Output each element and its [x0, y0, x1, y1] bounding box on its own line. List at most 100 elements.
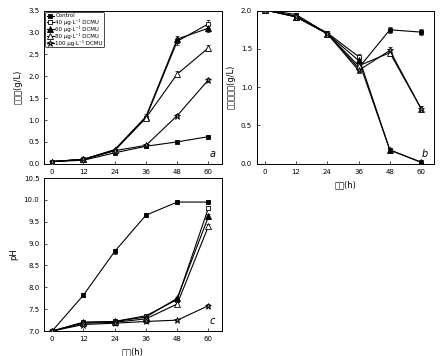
40 µg·L⁻¹ DCMU: [50, 159, 55, 164]
X-axis label: 时间(h): 时间(h): [122, 180, 144, 189]
60 µg·L⁻¹ DCMU: [143, 315, 148, 319]
Line: Control: Control: [50, 134, 211, 164]
80 µg·L⁻¹ DCMU: [81, 321, 86, 325]
100 µg·L⁻¹ DCMU: [387, 48, 392, 53]
100 µg·L⁻¹ DCMU: [262, 8, 268, 12]
Control: [112, 151, 117, 155]
60 µg·L⁻¹ DCMU: [81, 320, 86, 324]
Control: [325, 32, 330, 36]
X-axis label: 时间(h): 时间(h): [334, 180, 357, 189]
100 µg·L⁻¹ DCMU: [206, 78, 211, 82]
40 µg·L⁻¹ DCMU: [175, 298, 180, 302]
Y-axis label: 生物量(g/L): 生物量(g/L): [14, 70, 23, 104]
Control: [206, 200, 211, 204]
100 µg·L⁻¹ DCMU: [293, 15, 299, 19]
Y-axis label: pH: pH: [9, 248, 18, 261]
Line: 80 µg·L⁻¹ DCMU: 80 µg·L⁻¹ DCMU: [49, 223, 211, 334]
60 µg·L⁻¹ DCMU: [175, 37, 180, 41]
60 µg·L⁻¹ DCMU: [81, 157, 86, 162]
40 µg·L⁻¹ DCMU: [112, 148, 117, 153]
60 µg·L⁻¹ DCMU: [206, 26, 211, 30]
80 µg·L⁻¹ DCMU: [112, 148, 117, 152]
Control: [175, 140, 180, 144]
40 µg·L⁻¹ DCMU: [175, 39, 180, 43]
Control: [50, 159, 55, 164]
Control: [387, 28, 392, 32]
60 µg·L⁻¹ DCMU: [50, 159, 55, 164]
60 µg·L⁻¹ DCMU: [356, 58, 361, 63]
Control: [81, 293, 86, 297]
Control: [356, 66, 361, 70]
Line: 80 µg·L⁻¹ DCMU: 80 µg·L⁻¹ DCMU: [262, 7, 424, 111]
40 µg·L⁻¹ DCMU: [143, 314, 148, 318]
Control: [262, 8, 268, 12]
Control: [112, 249, 117, 253]
100 µg·L⁻¹ DCMU: [175, 318, 180, 322]
Line: 40 µg·L⁻¹ DCMU: 40 µg·L⁻¹ DCMU: [262, 7, 424, 165]
100 µg·L⁻¹ DCMU: [325, 32, 330, 36]
60 µg·L⁻¹ DCMU: [325, 32, 330, 36]
40 µg·L⁻¹ DCMU: [50, 329, 55, 333]
60 µg·L⁻¹ DCMU: [112, 319, 117, 324]
80 µg·L⁻¹ DCMU: [387, 51, 392, 55]
80 µg·L⁻¹ DCMU: [325, 32, 330, 36]
40 µg·L⁻¹ DCMU: [112, 319, 117, 324]
60 µg·L⁻¹ DCMU: [50, 329, 55, 333]
Control: [175, 200, 180, 204]
60 µg·L⁻¹ DCMU: [419, 160, 424, 164]
80 µg·L⁻¹ DCMU: [143, 317, 148, 321]
Control: [293, 12, 299, 17]
100 µg·L⁻¹ DCMU: [175, 114, 180, 118]
X-axis label: 时间(h): 时间(h): [122, 347, 144, 356]
100 µg·L⁻¹ DCMU: [419, 106, 424, 111]
100 µg·L⁻¹ DCMU: [112, 148, 117, 153]
Text: a: a: [209, 149, 215, 159]
40 µg·L⁻¹ DCMU: [81, 157, 86, 162]
40 µg·L⁻¹ DCMU: [293, 14, 299, 18]
100 µg·L⁻¹ DCMU: [81, 157, 86, 162]
100 µg·L⁻¹ DCMU: [50, 329, 55, 333]
Line: Control: Control: [262, 7, 424, 70]
Control: [143, 144, 148, 148]
80 µg·L⁻¹ DCMU: [50, 159, 55, 164]
40 µg·L⁻¹ DCMU: [262, 8, 268, 12]
Line: Control: Control: [50, 200, 211, 334]
Text: c: c: [209, 316, 214, 326]
100 µg·L⁻¹ DCMU: [143, 143, 148, 147]
60 µg·L⁻¹ DCMU: [262, 8, 268, 12]
60 µg·L⁻¹ DCMU: [293, 15, 299, 19]
80 µg·L⁻¹ DCMU: [356, 64, 361, 68]
80 µg·L⁻¹ DCMU: [293, 15, 299, 19]
60 µg·L⁻¹ DCMU: [112, 148, 117, 152]
80 µg·L⁻¹ DCMU: [419, 106, 424, 111]
40 µg·L⁻¹ DCMU: [206, 206, 211, 210]
Line: 60 µg·L⁻¹ DCMU: 60 µg·L⁻¹ DCMU: [49, 214, 211, 334]
60 µg·L⁻¹ DCMU: [206, 214, 211, 219]
40 µg·L⁻¹ DCMU: [356, 54, 361, 59]
40 µg·L⁻¹ DCMU: [206, 22, 211, 26]
Line: 80 µg·L⁻¹ DCMU: 80 µg·L⁻¹ DCMU: [49, 45, 211, 164]
80 µg·L⁻¹ DCMU: [112, 320, 117, 324]
100 µg·L⁻¹ DCMU: [81, 323, 86, 327]
100 µg·L⁻¹ DCMU: [143, 319, 148, 324]
Text: b: b: [422, 149, 428, 159]
Line: 100 µg·L⁻¹ DCMU: 100 µg·L⁻¹ DCMU: [49, 302, 212, 335]
100 µg·L⁻¹ DCMU: [356, 68, 361, 73]
80 µg·L⁻¹ DCMU: [50, 329, 55, 333]
60 µg·L⁻¹ DCMU: [175, 296, 180, 300]
Control: [419, 30, 424, 34]
60 µg·L⁻¹ DCMU: [387, 148, 392, 152]
60 µg·L⁻¹ DCMU: [143, 114, 148, 119]
100 µg·L⁻¹ DCMU: [50, 159, 55, 164]
Line: 60 µg·L⁻¹ DCMU: 60 µg·L⁻¹ DCMU: [262, 7, 424, 165]
Line: 100 µg·L⁻¹ DCMU: 100 µg·L⁻¹ DCMU: [49, 76, 212, 165]
80 µg·L⁻¹ DCMU: [175, 302, 180, 306]
40 µg·L⁻¹ DCMU: [419, 160, 424, 164]
80 µg·L⁻¹ DCMU: [206, 46, 211, 50]
Legend: Control, 40 µg·L⁻¹ DCMU, 60 µg·L⁻¹ DCMU, 80 µg·L⁻¹ DCMU, 100 µg·L⁻¹ DCMU: Control, 40 µg·L⁻¹ DCMU, 60 µg·L⁻¹ DCMU,…: [46, 12, 105, 47]
40 µg·L⁻¹ DCMU: [143, 116, 148, 120]
40 µg·L⁻¹ DCMU: [387, 148, 392, 152]
80 µg·L⁻¹ DCMU: [175, 72, 180, 76]
Line: 100 µg·L⁻¹ DCMU: 100 µg·L⁻¹ DCMU: [261, 6, 424, 112]
Y-axis label: 葡萄糖含量(g/L): 葡萄糖含量(g/L): [226, 65, 235, 109]
